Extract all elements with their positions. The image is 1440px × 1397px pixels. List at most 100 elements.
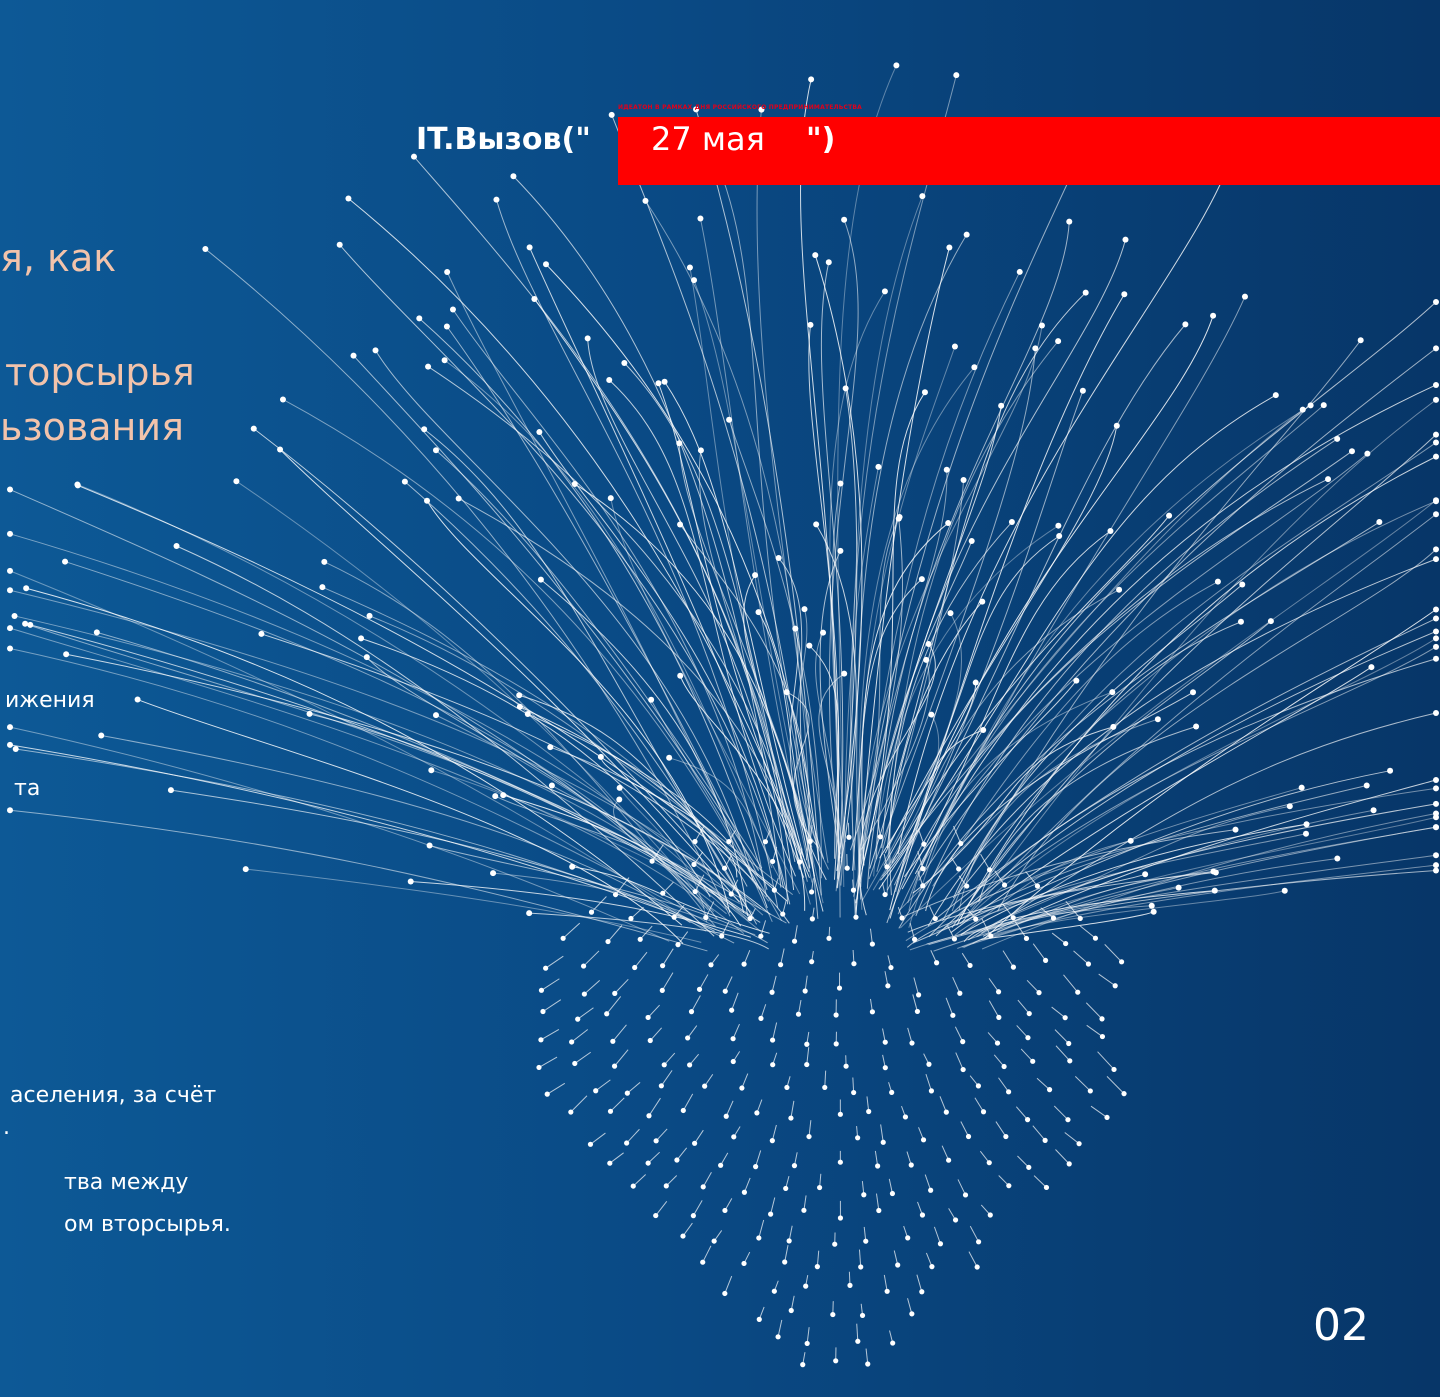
fibre	[851, 578, 923, 871]
lattice-stroke	[770, 1197, 776, 1215]
lattice-stroke	[981, 918, 992, 937]
fibre	[101, 735, 691, 924]
fibre-dot	[980, 726, 987, 733]
lattice-dot	[739, 1085, 745, 1091]
lattice-stroke	[583, 950, 600, 967]
fibre	[529, 247, 805, 878]
lattice-stroke	[988, 1000, 1000, 1018]
lattice-dot	[933, 960, 940, 966]
fibre-dot	[1433, 396, 1439, 403]
lattice-dot	[632, 964, 638, 971]
fibre	[997, 549, 1437, 912]
fibre	[881, 239, 1126, 849]
fibre	[529, 912, 769, 950]
lattice-stroke	[1040, 907, 1054, 919]
fibre-dot	[93, 629, 100, 636]
fibre	[429, 845, 768, 944]
lattice-stroke	[1054, 1029, 1070, 1044]
lattice-dot	[1010, 964, 1017, 970]
fibre	[9, 726, 670, 942]
lattice-stroke	[980, 853, 990, 871]
fibre	[728, 419, 822, 879]
lattice-stroke	[808, 1120, 812, 1137]
fibre-dot	[1038, 322, 1045, 329]
fibre	[861, 522, 949, 866]
lattice-dot	[671, 914, 677, 920]
heading-line: я, как	[0, 236, 117, 280]
lattice-dot	[975, 1239, 982, 1245]
lattice-dot	[770, 858, 776, 865]
fibre	[678, 443, 813, 848]
fibre-dot	[526, 910, 533, 917]
fibre	[245, 868, 702, 943]
lattice-dot	[780, 911, 786, 917]
lattice-stroke	[771, 975, 777, 993]
lattice-dot	[875, 1163, 881, 1169]
lattice-stroke	[917, 870, 924, 886]
lattice-stroke	[655, 1128, 668, 1142]
lattice-dot	[688, 1009, 695, 1015]
lattice-stroke	[614, 978, 629, 994]
lattice-dot	[877, 834, 883, 840]
fibre-dot	[1433, 852, 1439, 859]
lattice-dot	[833, 1012, 839, 1018]
fibre	[873, 525, 1059, 877]
fibre	[860, 659, 930, 850]
fibre-dot	[1148, 902, 1155, 909]
fibre-dot	[1433, 453, 1439, 460]
lattice-dot	[762, 839, 769, 845]
lattice-dot	[803, 1283, 809, 1289]
lattice-dot	[1043, 1184, 1050, 1191]
lattice-stroke	[732, 1023, 740, 1039]
lattice-dot	[1112, 983, 1118, 989]
lattice-dot	[703, 914, 709, 921]
lattice-stroke	[875, 1193, 880, 1211]
lattice-dot	[628, 915, 634, 922]
lattice-dot	[859, 1312, 866, 1319]
fibre	[679, 675, 806, 911]
lattice-dot	[882, 1065, 888, 1071]
lattice-dot	[569, 1039, 575, 1045]
lattice-dot	[890, 1340, 896, 1346]
fibre	[309, 713, 761, 923]
lattice-dot	[692, 838, 698, 845]
lattice-stroke	[682, 1093, 694, 1111]
lattice-stroke	[1053, 1105, 1069, 1121]
fibre	[9, 648, 715, 927]
fibre-dot	[1433, 556, 1439, 563]
lattice-dot	[804, 1340, 810, 1347]
fibre	[957, 864, 1437, 949]
lattice-dot	[788, 1307, 794, 1314]
lattice-stroke	[913, 977, 920, 996]
lattice-stroke	[1055, 1149, 1070, 1165]
fibre	[858, 643, 936, 916]
lattice-stroke	[854, 899, 857, 918]
lattice-dot	[967, 962, 973, 969]
lattice-stroke	[780, 948, 785, 965]
lattice-stroke	[960, 1121, 969, 1137]
lattice-dot	[719, 933, 725, 939]
lattice-dot	[884, 864, 890, 870]
fibre-dot	[1433, 785, 1439, 792]
lattice-dot	[1121, 1091, 1127, 1097]
lattice-stroke	[1051, 932, 1066, 944]
lattice-stroke	[692, 1200, 703, 1216]
lattice-stroke	[1017, 1155, 1030, 1168]
fibre	[886, 324, 1186, 891]
fibre-dot	[808, 76, 815, 83]
fibre-dot	[1368, 664, 1375, 671]
fibre-dot	[250, 425, 257, 432]
lattice-dot	[836, 985, 843, 991]
lattice-dot	[1025, 1035, 1031, 1041]
lattice-dot	[806, 1133, 812, 1140]
lattice-dot	[962, 1192, 969, 1198]
lattice-stroke	[630, 906, 644, 919]
lattice-dot	[637, 936, 643, 942]
fibre-dot	[837, 547, 844, 554]
lattice-stroke	[755, 1150, 762, 1167]
lattice-stroke	[1065, 900, 1081, 919]
lattice-dot	[796, 859, 803, 865]
fibre-dot	[919, 193, 926, 200]
fibre-dot	[693, 106, 700, 113]
